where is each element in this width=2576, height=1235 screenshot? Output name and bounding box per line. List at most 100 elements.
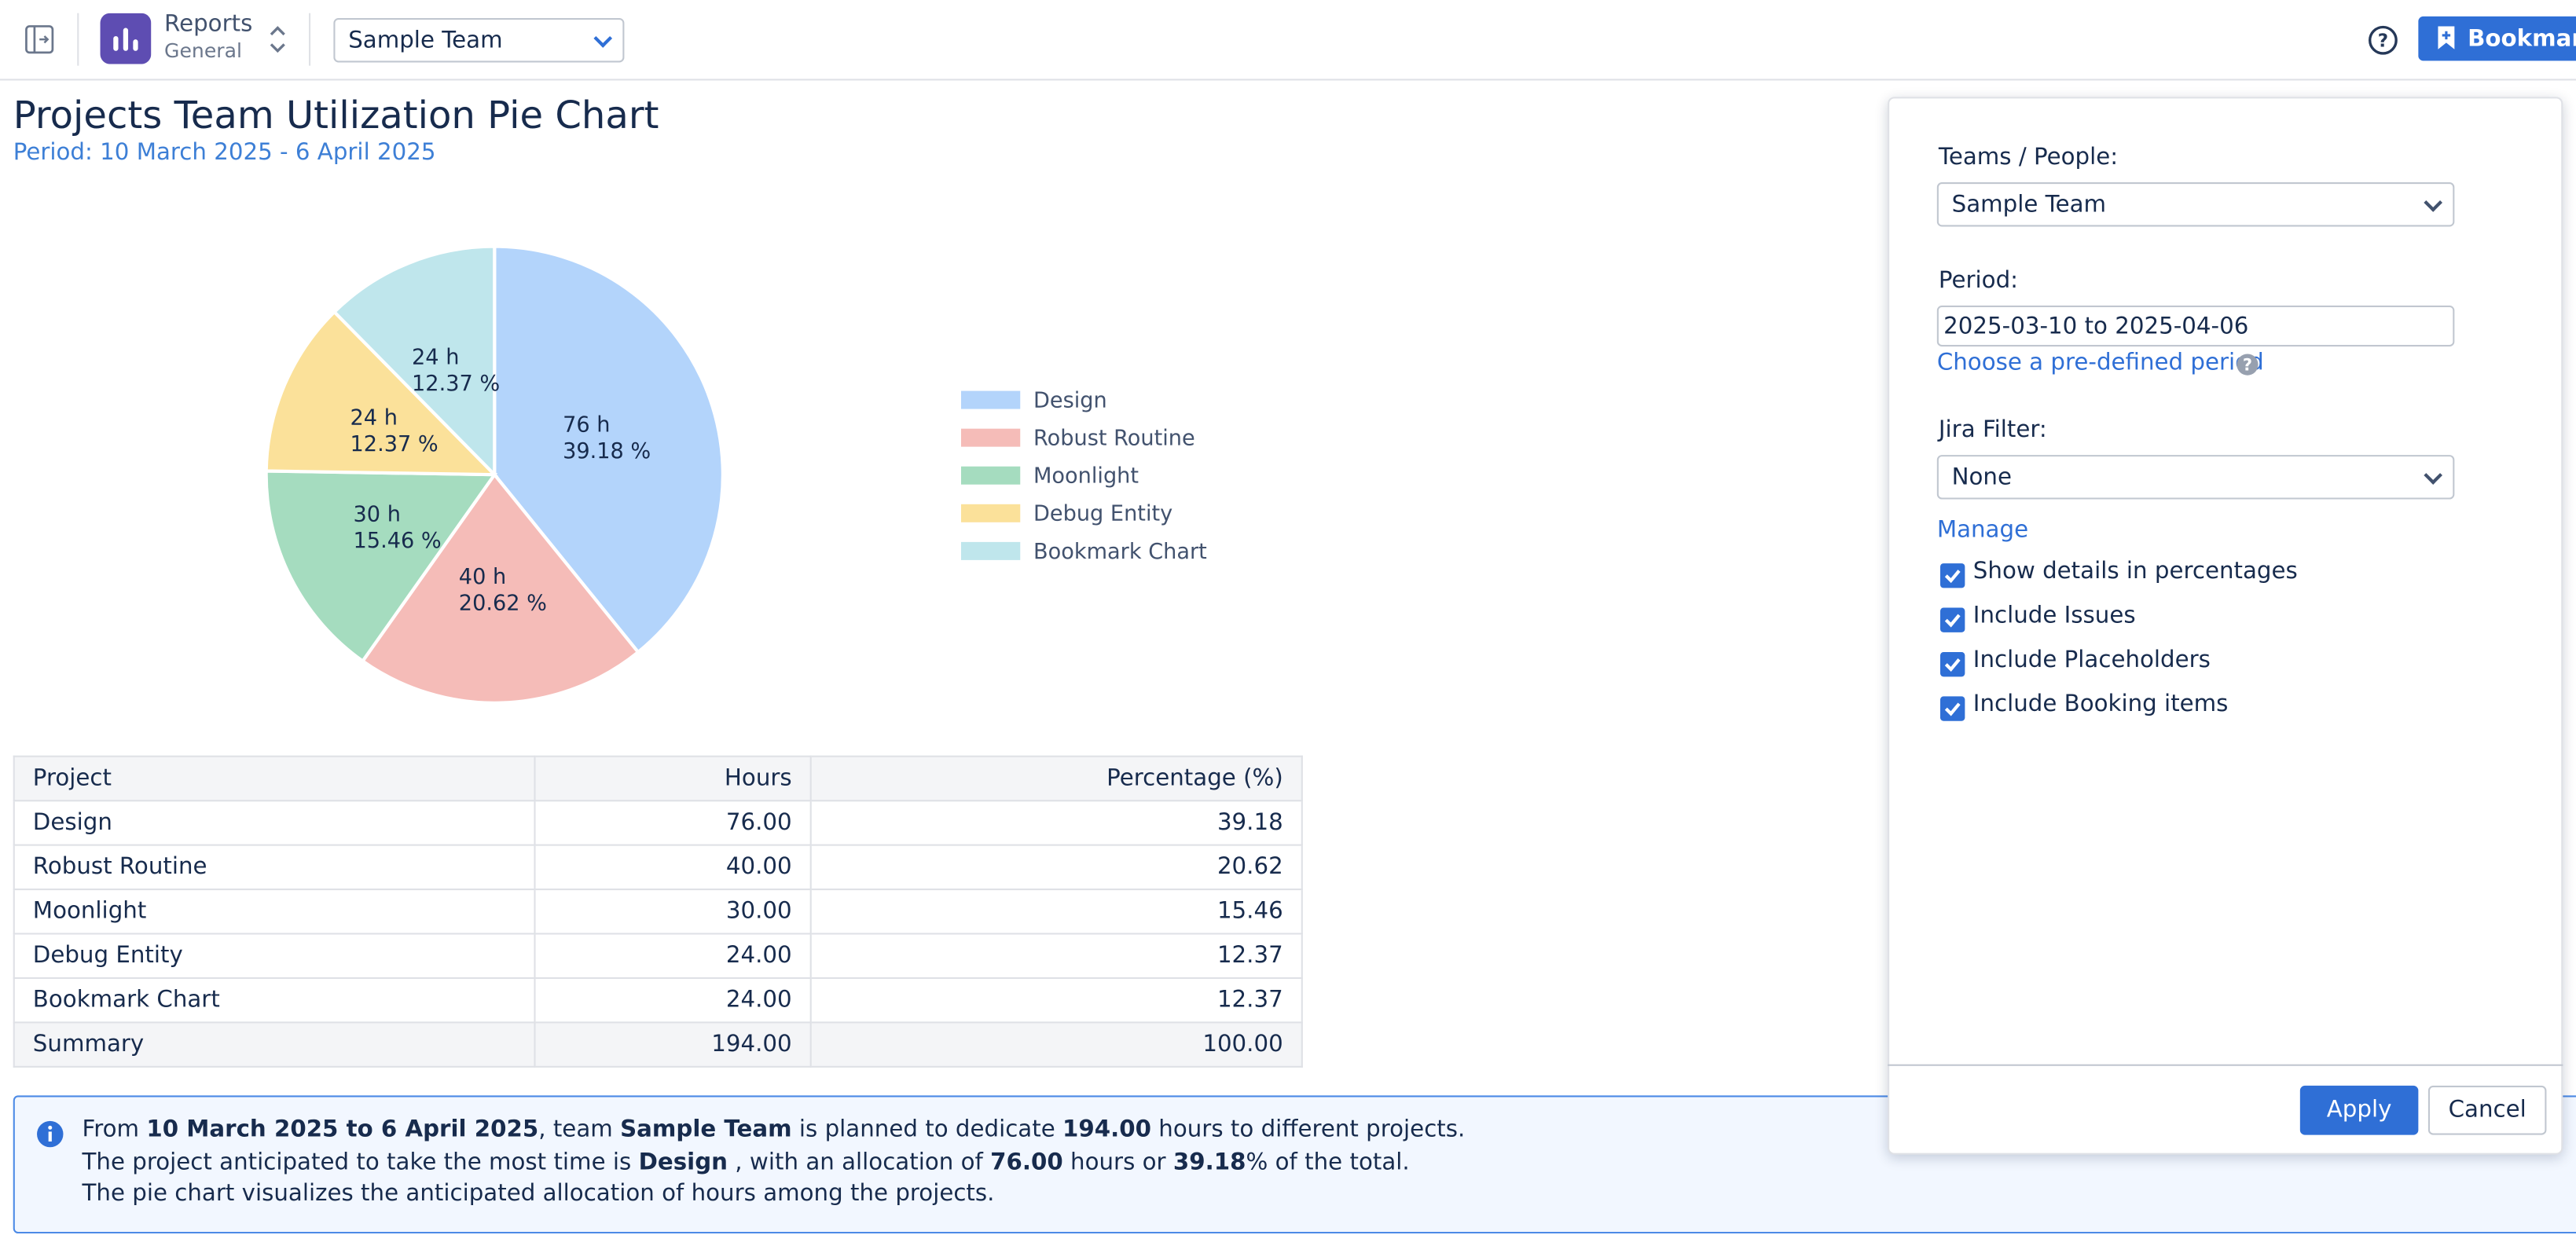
check-mark [1944, 570, 1961, 584]
chart-subtitle: Period: 10 March 2025 - 6 April 2025 [13, 139, 436, 167]
data-label: 30 h [354, 503, 401, 527]
check-mark [1944, 658, 1961, 672]
divider [1888, 1064, 2563, 1066]
field-label: Teams / People: [1938, 144, 2119, 171]
pie-slice [264, 310, 499, 477]
info-line: The pie chart visualizes the anticipated… [83, 1179, 1466, 1211]
button-label: Bookmark [2468, 25, 2576, 52]
help-icon[interactable]: ? [2236, 353, 2259, 376]
check-mark [1944, 614, 1961, 628]
checkbox[interactable] [1939, 696, 1965, 721]
apply-button[interactable]: Apply [2299, 1085, 2419, 1135]
check-mark [1944, 702, 1961, 716]
pie-slice [332, 244, 497, 479]
checkbox[interactable] [1939, 607, 1965, 632]
input-value: 2025-03-10 to 2025-04-06 [1943, 313, 2249, 339]
divider [77, 13, 79, 66]
field-label: Jira Filter: [1938, 417, 2047, 444]
pie-slice [360, 471, 640, 705]
table-cell: 15.46 [809, 889, 1303, 935]
cancel-button[interactable]: Cancel [2427, 1085, 2547, 1135]
select-value: Sample Team [348, 27, 503, 53]
help-icon[interactable]: ? [2368, 24, 2399, 56]
info-line: The project anticipated to take the most… [83, 1147, 1466, 1179]
legend-swatch [961, 428, 1021, 447]
option-label: Include Issues [1972, 603, 2136, 629]
checkbox[interactable] [1939, 651, 1965, 677]
table-cell: Moonlight [13, 889, 536, 935]
filter-select[interactable]: None [1936, 455, 2455, 500]
table-cell: 30.00 [534, 889, 812, 935]
table-cell: 76.00 [534, 800, 812, 846]
app-name: Reports [164, 11, 253, 38]
data-label: 39.18 % [563, 439, 651, 464]
table-row: Robust Routine 40.00 20.62 [13, 844, 1303, 891]
info-text: The pie chart visualizes the anticipated… [82, 1181, 995, 1208]
pie-slice [493, 244, 725, 655]
bookmark-icon [2438, 26, 2455, 49]
column-header: Project [13, 755, 536, 802]
sidebar-toggle[interactable] [24, 24, 54, 54]
app-icon[interactable] [100, 13, 152, 64]
table-cell: 12.37 [809, 933, 1303, 979]
table-cell: Debug Entity [13, 933, 536, 979]
table-cell: 24.00 [534, 977, 812, 1024]
period-input[interactable]: 2025-03-10 to 2025-04-06 [1936, 305, 2455, 347]
option-label: Include Placeholders [1972, 647, 2211, 674]
table-cell: 20.62 [809, 844, 1303, 891]
info-line: From 10 March 2025 to 6 April 2025, team… [83, 1116, 1466, 1148]
table-cell: 194.00 [534, 1021, 812, 1068]
switcher[interactable] [268, 24, 288, 54]
data-table: Project Hours Percentage (%) Design 76.00… [13, 755, 1303, 1068]
info-text: From [82, 1116, 147, 1144]
data-label: 12.37 % [350, 432, 439, 456]
legend-label: Design [1033, 388, 1107, 412]
data-label: 24 h [350, 406, 398, 431]
team-select[interactable]: Sample Team [333, 17, 625, 63]
select-value: None [1951, 464, 2013, 491]
table-cell: 40.00 [534, 844, 812, 891]
manage-link[interactable]: Manage [1936, 517, 2029, 544]
legend-swatch [961, 504, 1021, 522]
table-cell: Design [13, 800, 536, 846]
table-row: Moonlight 30.00 15.46 [13, 889, 1303, 935]
table-row: Summary 194.00 100.00 [13, 1021, 1303, 1068]
legend-swatch [961, 466, 1021, 485]
legend-label: Bookmark Chart [1033, 540, 1207, 564]
data-label: 15.46 % [354, 529, 442, 553]
info-text: Sample Team [620, 1116, 792, 1144]
teams-select[interactable]: Sample Team [1936, 182, 2455, 227]
data-label: 20.62 % [459, 592, 547, 616]
info-text: From 10 March 2025 to 6 April 2025, team… [83, 1116, 1466, 1211]
divider [309, 13, 311, 66]
table-cell: Summary [13, 1021, 536, 1068]
filter-panel [1888, 97, 2563, 1155]
table-row: Debug Entity 24.00 12.37 [13, 933, 1303, 979]
table-cell: Bookmark Chart [13, 977, 536, 1024]
legend-label: Moonlight [1033, 464, 1139, 489]
info-text: 10 March 2025 to 6 April 2025 [146, 1116, 539, 1144]
button-label: Cancel [2448, 1097, 2526, 1123]
svg-text:?: ? [2243, 355, 2252, 374]
chevron [2424, 192, 2443, 211]
period-link[interactable]: Choose a pre-defined period [1936, 350, 2264, 376]
button-label: Apply [2326, 1097, 2392, 1123]
svg-text:?: ? [2378, 31, 2388, 52]
table-cell: 100.00 [809, 1021, 1303, 1068]
app-sub: General [164, 39, 242, 63]
info-text: 76.00 [990, 1149, 1063, 1175]
table-row: Design 76.00 39.18 [13, 800, 1303, 846]
pie-slice [264, 469, 498, 664]
pie-chart: 76 h39.18 %40 h20.62 %30 h15.46 %24 h12.… [264, 244, 1207, 705]
chart-title: Projects Team Utilization Pie Chart [13, 95, 659, 138]
legend-label: Debug Entity [1033, 502, 1172, 526]
info-text: , with an allocation of [728, 1149, 991, 1175]
info-text: The project anticipated to take the most… [82, 1149, 639, 1175]
column-header: Percentage (%) [809, 755, 1303, 802]
info-text: , team [538, 1116, 621, 1144]
checkbox[interactable] [1939, 563, 1965, 588]
chevron [593, 28, 613, 47]
